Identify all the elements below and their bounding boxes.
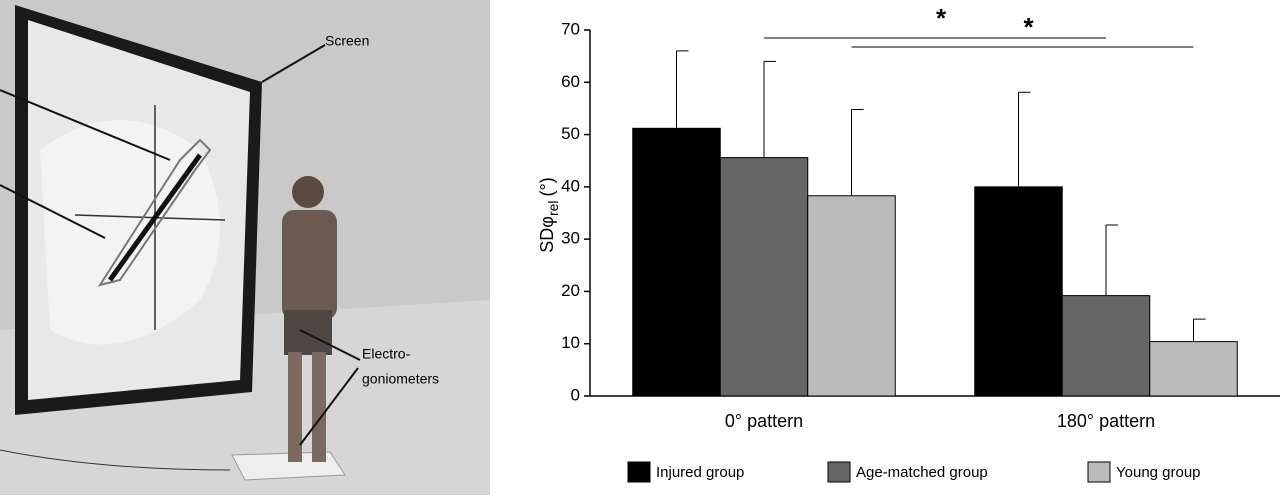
y-label-unit: (°) [537,177,557,196]
bar [1150,342,1238,396]
significance-star: * [1023,12,1034,42]
y-tick-label: 50 [561,124,580,143]
bar [808,196,896,396]
y-tick-label: 20 [561,281,580,300]
leg [288,352,302,462]
illustration: Screen Electro- goniometers [0,0,490,495]
figure: Screen Electro- goniometers SDφrel (°) 0 1… [0,0,1286,495]
x-tick-label: 180° pattern [1057,411,1155,431]
head [292,176,324,208]
y-tick-label: 30 [561,229,580,248]
bar [633,128,721,396]
legend-label: Young group [1116,464,1201,481]
bar [975,187,1063,396]
bar [1062,296,1150,396]
legend-label: Injured group [656,464,744,481]
legend-swatch [628,462,650,482]
significance-star: * [936,3,947,33]
error-bar [1019,92,1031,187]
error-bar [1194,319,1206,341]
device-label: Electro- [362,346,411,362]
leg [312,352,326,462]
y-axis-label: SDφrel (°) [537,177,561,252]
x-tick-label: 0° pattern [725,411,803,431]
legend-swatch [828,462,850,482]
y-tick-label: 70 [561,19,580,38]
y-tick-label: 60 [561,72,580,91]
y-label-sub: rel [545,200,561,216]
y-tick-label: 40 [561,176,580,195]
device-label: goniometers [362,371,439,387]
legend-label: Age-matched group [856,464,988,481]
bar [720,158,808,396]
error-bar [852,109,864,195]
y-label-main: SDφ [537,216,557,253]
screen-label: Screen [325,33,369,49]
page: {"illustration": {"screen_label": "Scree… [0,0,1286,500]
torso [282,210,337,320]
shorts [284,310,332,355]
error-bar [677,51,689,128]
legend-swatch [1088,462,1110,482]
y-tick-label: 0 [571,385,580,404]
error-bar [764,61,776,157]
error-bar [1106,225,1118,296]
y-tick-label: 10 [561,333,580,352]
